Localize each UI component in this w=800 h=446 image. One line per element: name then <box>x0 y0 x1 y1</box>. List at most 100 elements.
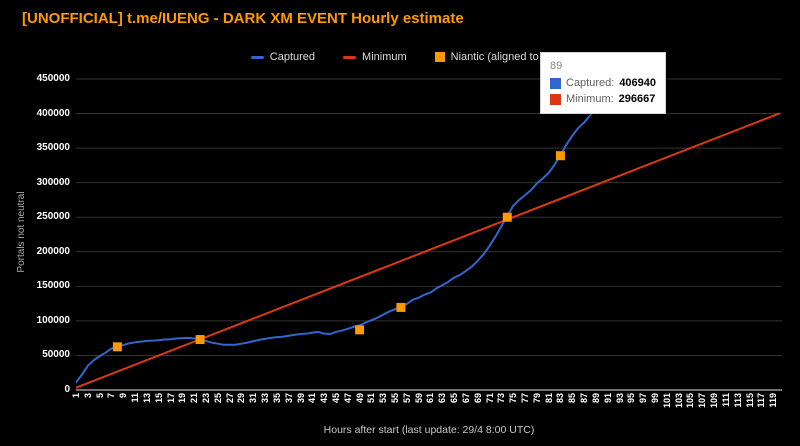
x-tick-label: 37 <box>283 393 294 404</box>
x-tick-label: 19 <box>177 393 188 404</box>
x-tick-label: 67 <box>460 393 471 404</box>
x-tick-label: 13 <box>141 393 152 404</box>
tooltip: 89 Captured: 406940 Minimum: 296667 <box>540 52 667 114</box>
x-tick-label: 81 <box>543 393 554 404</box>
x-tick-label: 27 <box>224 393 235 404</box>
x-tick-label: 83 <box>555 393 566 404</box>
captured-swatch-icon <box>550 77 561 89</box>
legend-item-minimum: Minimum <box>343 51 407 63</box>
niantic-point[interactable] <box>502 212 512 222</box>
y-tick-label: 150000 <box>36 280 70 292</box>
x-tick-label: 23 <box>200 393 211 404</box>
y-tick-label: 300000 <box>36 176 70 188</box>
tooltip-row-minimum: Minimum: 296667 <box>550 91 656 107</box>
legend-label-captured: Captured <box>269 51 316 63</box>
legend-label-minimum: Minimum <box>362 51 407 63</box>
chart-title: [UNOFFICIAL] t.me/IUENG - DARK XM EVENT … <box>22 10 464 27</box>
x-tick-label: 107 <box>697 393 708 409</box>
x-tick-label: 85 <box>567 393 578 404</box>
niantic-point[interactable] <box>112 342 122 352</box>
niantic-square-marker <box>434 52 445 62</box>
niantic-point[interactable] <box>355 325 365 335</box>
x-tick-label: 87 <box>579 393 590 404</box>
y-tick-label: 350000 <box>36 142 70 154</box>
x-tick-label: 119 <box>768 393 779 408</box>
x-tick-label: 17 <box>165 393 176 404</box>
x-tick-label: 97 <box>638 393 649 404</box>
y-tick-label: 200000 <box>36 245 70 257</box>
niantic-point[interactable] <box>396 302 406 312</box>
x-tick-label: 71 <box>484 393 495 404</box>
x-tick-label: 91 <box>602 393 613 404</box>
x-tick-label: 95 <box>626 393 637 404</box>
x-tick-label: 75 <box>508 393 519 404</box>
legend-item-captured: Captured <box>250 51 316 63</box>
x-tick-label: 115 <box>744 393 755 408</box>
x-tick-label: 55 <box>390 393 401 404</box>
tooltip-captured-value: 406940 <box>619 77 657 89</box>
tooltip-minimum-label: Minimum: <box>566 93 614 105</box>
x-tick-label: 63 <box>437 393 448 404</box>
x-tick-label: 47 <box>342 393 353 404</box>
x-tick-label: 65 <box>449 393 460 404</box>
x-tick-label: 103 <box>673 393 684 409</box>
tooltip-captured-label: Captured: <box>566 77 615 89</box>
plot-area[interactable] <box>76 0 786 392</box>
x-tick-label: 57 <box>401 393 412 404</box>
x-tick-label: 79 <box>531 393 542 404</box>
tooltip-minimum-value: 296667 <box>618 93 656 105</box>
x-axis-title: Hours after start (last update: 29/4 8:0… <box>323 424 535 436</box>
x-tick-label: 1 <box>71 393 81 399</box>
x-tick-label: 109 <box>709 393 720 409</box>
x-tick-label: 9 <box>118 393 129 399</box>
x-tick-label: 43 <box>319 393 330 404</box>
x-tick-label: 113 <box>732 393 743 408</box>
x-tick-label: 39 <box>295 393 306 404</box>
x-tick-label: 51 <box>366 393 377 404</box>
x-tick-label: 11 <box>130 393 141 403</box>
x-tick-label: 117 <box>756 393 767 408</box>
x-tick-label: 89 <box>590 393 601 404</box>
y-tick-label: 0 <box>64 384 70 395</box>
x-tick-label: 53 <box>378 393 389 404</box>
x-tick-label: 21 <box>189 393 200 404</box>
captured-line[interactable] <box>76 107 597 384</box>
tooltip-row-captured: Captured: 406940 <box>550 75 656 91</box>
x-tick-label: 25 <box>212 393 223 404</box>
x-tick-label: 41 <box>307 393 318 404</box>
tooltip-hour: 89 <box>550 60 563 72</box>
x-tick-label: 35 <box>271 393 282 404</box>
y-tick-label: 450000 <box>36 73 70 84</box>
x-tick-label: 7 <box>106 393 117 399</box>
x-tick-label: 15 <box>153 393 164 404</box>
y-tick-label: 400000 <box>36 107 70 119</box>
x-tick-label: 29 <box>236 393 247 404</box>
x-tick-label: 33 <box>260 393 271 404</box>
x-tick-label: 45 <box>330 393 341 404</box>
y-tick-label: 100000 <box>36 314 70 326</box>
y-tick-label: 250000 <box>36 211 70 223</box>
minimum-swatch-icon <box>550 93 561 105</box>
niantic-point[interactable] <box>195 335 205 345</box>
x-tick-label: 99 <box>649 393 660 404</box>
x-tick-label: 73 <box>496 393 507 404</box>
x-tick-label: 101 <box>661 393 672 409</box>
x-tick-label: 31 <box>248 393 259 404</box>
niantic-point[interactable] <box>555 151 565 161</box>
x-tick-label: 77 <box>520 393 530 404</box>
x-tick-label: 5 <box>94 393 105 399</box>
y-tick-label: 50000 <box>42 349 70 361</box>
minimum-line-marker <box>343 55 357 59</box>
x-tick-label: 61 <box>425 393 436 404</box>
x-tick-label: 3 <box>82 393 93 399</box>
y-axis-title: Portals not neutral <box>16 191 27 273</box>
x-tick-label: 49 <box>354 393 365 404</box>
x-tick-label: 93 <box>614 393 625 404</box>
x-tick-label: 59 <box>413 393 424 404</box>
captured-line-marker <box>250 55 264 59</box>
minimum-line[interactable] <box>76 112 781 389</box>
x-tick-label: 111 <box>720 393 731 408</box>
x-tick-label: 69 <box>472 393 483 404</box>
x-tick-label: 105 <box>685 393 696 409</box>
